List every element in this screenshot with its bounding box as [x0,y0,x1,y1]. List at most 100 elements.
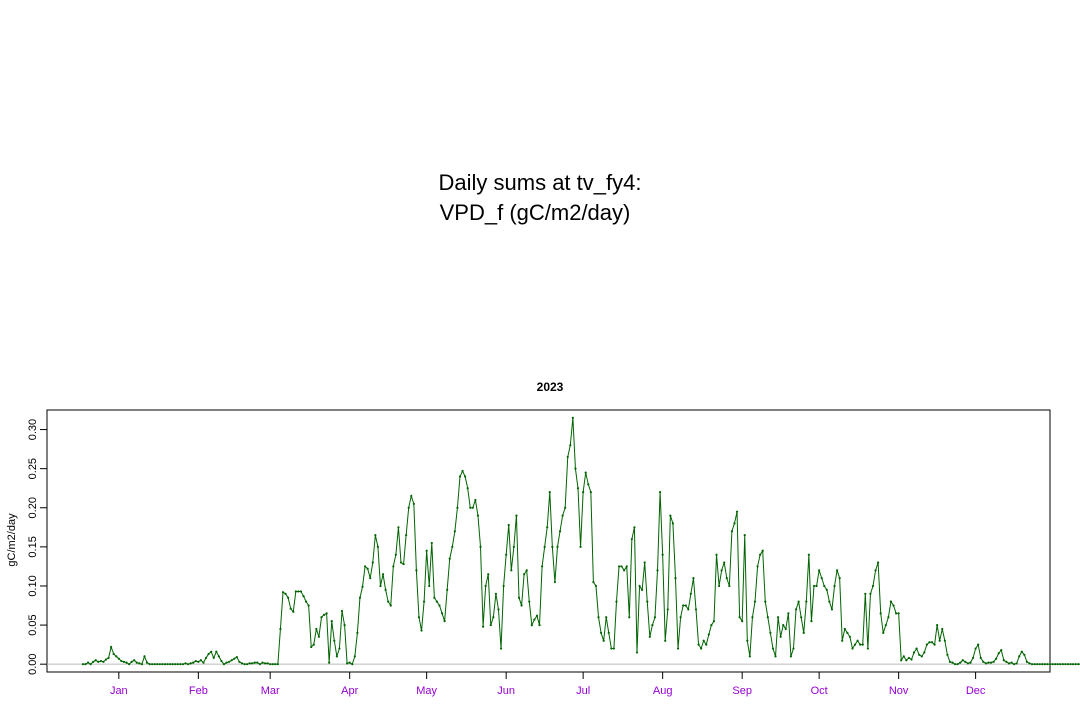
data-point [751,616,754,619]
data-point [682,604,685,607]
data-point [384,588,387,591]
data-point [992,660,995,663]
data-point [202,661,205,664]
data-point [717,584,721,588]
data-point [184,662,187,665]
data-point [271,663,274,666]
data-point [266,662,269,665]
data-point [866,647,869,650]
data-point [979,656,982,660]
data-point [607,631,610,635]
data-point [728,584,731,588]
plot-frame [46,409,1051,673]
x-tick-label: Nov [889,685,909,697]
data-point [951,661,954,664]
data-point [571,416,574,419]
data-point [705,643,708,646]
y-tick-label: 0.30 [27,419,39,440]
data-point [507,523,510,527]
data-point [351,663,354,666]
data-point [233,657,236,660]
data-point [138,662,141,665]
data-point [543,545,546,548]
data-point [330,620,333,623]
data-point [415,569,418,572]
data-point [594,584,598,588]
data-point [720,569,723,572]
data-point [410,494,413,498]
data-point [204,656,208,660]
data-point [1038,663,1041,666]
data-point [281,591,285,594]
data-point [181,663,185,666]
data-point [340,609,344,613]
data-point [207,652,210,656]
data-point [89,663,92,666]
data-point [905,659,908,662]
data-point [700,647,703,650]
x-tick-label: Mar [261,685,280,697]
data-point [756,565,759,568]
data-point [189,662,192,665]
data-point [1030,663,1034,666]
data-point [558,530,562,533]
data-point [710,623,713,627]
data-point [995,657,998,660]
data-point [897,612,900,615]
data-point [851,647,854,650]
data-point [1000,649,1003,652]
data-point [369,577,372,580]
data-point [630,537,633,541]
data-point [97,660,100,663]
data-point [617,565,621,568]
data-point [1046,663,1049,666]
data-point [217,655,220,658]
data-point [443,620,446,623]
data-point [871,584,875,588]
data-point [889,600,893,603]
data-point [276,663,279,666]
data-point [553,580,557,584]
data-point [694,608,698,611]
data-point [987,661,990,664]
data-point [861,643,864,646]
data-point [117,657,120,660]
data-point [528,600,531,603]
data-point [556,545,559,548]
data-point [179,663,182,666]
data-point [997,652,1000,655]
data-point [471,506,474,509]
data-point [487,573,490,576]
data-point [289,607,292,610]
data-point [230,659,233,662]
data-point [841,639,844,642]
data-point [835,569,839,572]
data-point [569,444,572,447]
data-point [1071,663,1075,666]
data-point [769,631,772,635]
data-point [402,562,405,566]
data-point [479,545,482,548]
data-point [1061,663,1064,666]
data-point [446,588,449,591]
data-point [94,659,97,662]
data-point [389,604,392,607]
data-point [512,545,515,548]
data-point [1028,662,1031,665]
data-point [335,655,338,658]
data-point [287,596,290,599]
data-point [738,616,741,619]
data-point [651,623,654,627]
data-point [502,584,505,588]
data-point [930,641,934,644]
data-point [148,663,151,666]
data-point [900,659,903,662]
data-point [110,645,113,649]
data-point [489,623,492,627]
data-point [692,577,695,580]
data-point [484,584,487,588]
data-point [225,661,228,664]
data-point [1074,663,1077,666]
data-point [574,467,577,470]
data-point [361,585,364,588]
